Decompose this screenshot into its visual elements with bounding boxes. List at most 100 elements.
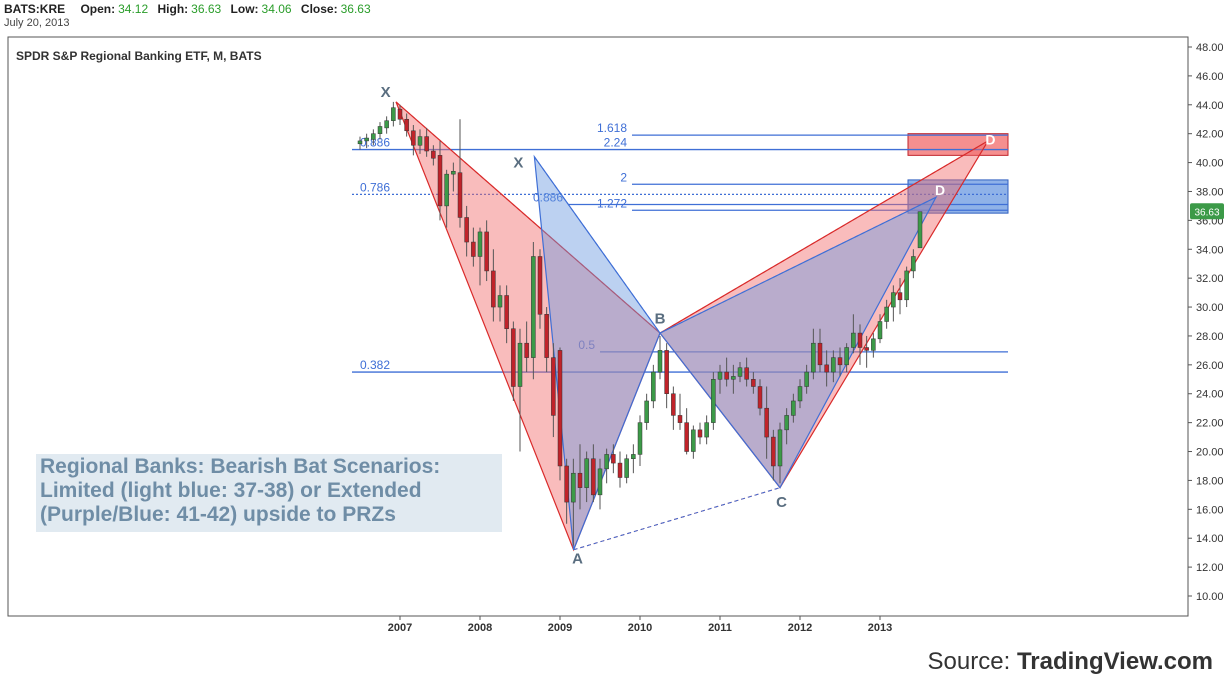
fib-level-label: 2 [620,170,627,184]
candle [551,343,556,438]
candle-body [444,173,449,207]
harmonic-pattern-blue [533,154,938,551]
candle [424,127,429,157]
candle [517,328,523,452]
candle-body [757,386,763,409]
last-price-bg [1190,203,1224,220]
pattern-point-label-d: D [985,131,995,147]
y-tick-label: 16.00 [1196,504,1224,516]
candle [557,347,563,481]
candle-body [391,107,396,121]
open-label: Open: [80,2,116,16]
candle-body [897,292,903,301]
candle [644,393,649,430]
candle [837,347,843,377]
x-tick-label: 2011 [708,622,732,634]
pattern-point-label: X [381,84,391,101]
y-tick-label: 24.00 [1196,389,1224,401]
candle-body [831,357,836,373]
candle [891,285,896,322]
candle [584,451,589,503]
candle [371,129,376,146]
candle [471,227,476,267]
candle [824,350,829,387]
candle-body [604,454,609,470]
candle-body [691,429,696,452]
candle-body [784,415,789,431]
last-price-label: 36.63 [1194,207,1219,218]
candle [611,444,616,474]
candle-body [751,379,756,387]
chart-title: SPDR S&P Regional Banking ETF, M, BATS [16,49,262,63]
candle [917,211,923,249]
candle-body [744,367,749,380]
high-label: High: [157,2,189,16]
candle [711,372,716,430]
x-tick-label: 2010 [628,622,652,634]
candle-body [577,472,583,488]
pattern-point-label: X [513,155,523,172]
candle [864,335,869,368]
fib-level-label: 2.24 [604,136,628,150]
candle [904,266,909,308]
candle [357,136,363,150]
candle-body [791,400,796,416]
candle [697,422,703,445]
candle-body [664,350,669,394]
y-tick-label: 18.00 [1196,475,1224,487]
candle-body [824,364,829,373]
candle-body [737,367,743,377]
candle-body [371,133,376,140]
candle-body [877,321,883,340]
high-value: 36.63 [191,2,222,16]
x-tick-label: 2009 [548,622,572,634]
candle [737,361,743,383]
y-tick-label: 40.00 [1196,158,1224,170]
candle [504,285,509,344]
candle-body [871,338,876,351]
candle-body [631,454,636,460]
candle [884,299,889,329]
pattern-bd-dashed [659,196,937,334]
candle-body [471,241,476,257]
candle [617,451,623,488]
symbol-label: BATS:KRE [4,2,66,16]
candle [684,408,689,455]
y-tick-label: 10.00 [1196,591,1224,603]
candle [417,129,423,154]
fib-level-label: 0.382 [360,358,390,372]
candle [777,422,783,484]
y-tick-label: 38.00 [1196,186,1224,198]
candle-body [904,270,909,301]
close-value: 36.63 [340,2,371,16]
candle-body [557,350,563,467]
candle-body [544,314,549,358]
candle [597,458,603,510]
y-tick-label: 44.00 [1196,100,1224,112]
candles [357,101,923,546]
candle-body [771,436,776,467]
candle [791,393,796,423]
candle-body [891,292,896,308]
candle-body [837,357,843,366]
pattern-xb-dashed [533,156,661,334]
candle [911,249,916,279]
candle [411,125,416,156]
pattern-point-label: B [655,311,666,328]
fib-level-label: 0.786 [360,180,390,194]
date-label: July 20, 2013 [4,17,70,29]
candle-body [677,415,683,423]
candle [671,386,676,430]
candle [804,364,809,394]
candle [564,458,569,524]
candle [364,133,369,149]
candle-body [411,130,416,146]
candle [704,415,709,445]
candle-body [537,256,543,315]
candle [717,364,723,394]
fib-level-label: 1.272 [597,196,627,210]
candle-body [777,429,783,467]
candle [457,119,463,228]
candle-body [384,120,389,129]
